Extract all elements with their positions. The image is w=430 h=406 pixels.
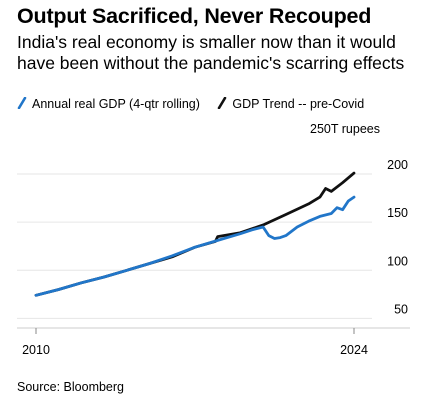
legend-item-actual-gdp: Annual real GDP (4-qtr rolling) [17, 96, 200, 111]
tick-labels: 50 100 150 200 2010 2024 [22, 158, 408, 357]
y-tick-label-100: 100 [387, 254, 408, 268]
legend-label-actual-gdp: Annual real GDP (4-qtr rolling) [32, 97, 200, 111]
legend-item-gdp-trend: GDP Trend -- pre-Covid [217, 96, 365, 111]
legend-swatch-gdp-trend [218, 96, 227, 110]
legend-label-gdp-trend: GDP Trend -- pre-Covid [232, 97, 365, 111]
x-tick-label-2010: 2010 [22, 343, 50, 357]
legend-swatch-actual-gdp [17, 96, 27, 110]
series-line-actual-gdp [34, 195, 356, 297]
y-tick-label-150: 150 [387, 206, 408, 220]
y-tick-label-50: 50 [394, 302, 408, 316]
source-note: Source: Bloomberg [17, 380, 125, 394]
series-lines [34, 171, 356, 297]
x-tick-label-2024: 2024 [340, 343, 368, 357]
y-tick-label-200: 200 [387, 158, 408, 172]
chart-title: Output Sacrificed, Never Recouped [17, 4, 372, 28]
y-axis-unit-label: 250T rupees [310, 122, 380, 136]
x-axis [17, 327, 410, 334]
series-line-gdp-trend [34, 171, 356, 297]
gridlines [17, 173, 372, 319]
chart-legend: Annual real GDP (4-qtr rolling) GDP Tren… [17, 96, 378, 111]
chart-subtitle: India's real economy is smaller now than… [17, 32, 405, 73]
